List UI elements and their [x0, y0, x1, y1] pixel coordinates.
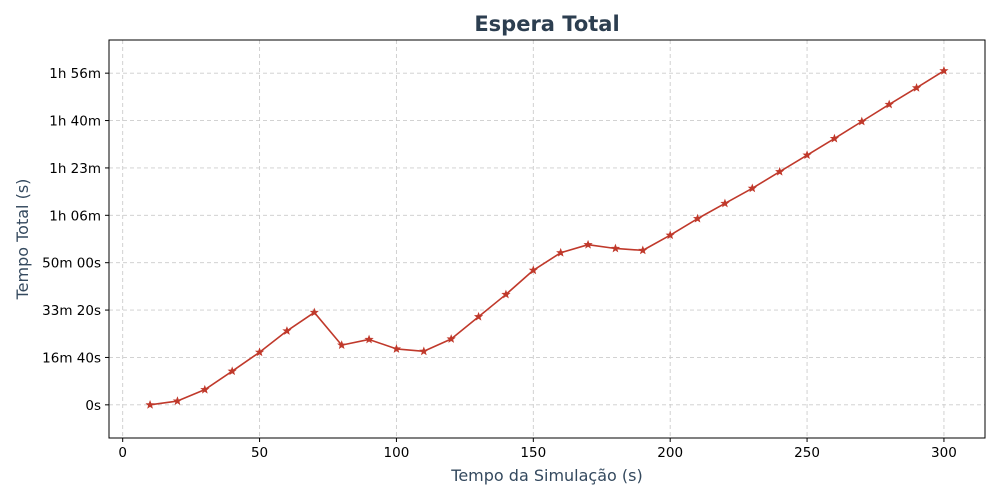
x-tick-label: 250: [794, 445, 820, 461]
data-point-marker: [802, 150, 812, 160]
axis-ticks: 0 50 100 150 200 250 300 0s 16m 40s 33m 20s 50m 00…: [42, 66, 957, 461]
data-point-marker: [556, 247, 566, 257]
series-line: [149, 70, 945, 406]
y-tick-label: 0s: [85, 398, 101, 414]
data-series: [145, 65, 949, 409]
x-tick-label: 0: [118, 445, 127, 461]
data-point-marker: [829, 133, 840, 143]
data-point-marker: [254, 347, 265, 357]
data-point-marker: [638, 245, 648, 255]
x-axis-label: Tempo da Simulação (s): [450, 466, 642, 485]
x-tick-label: 200: [657, 445, 683, 461]
data-point-marker: [884, 99, 894, 109]
data-point-marker: [282, 326, 292, 335]
y-tick-label: 33m 20s: [42, 303, 101, 319]
data-point-marker: [227, 366, 237, 376]
data-point-marker: [720, 198, 730, 208]
data-point-marker: [473, 311, 484, 321]
data-point-marker: [583, 239, 593, 249]
data-point-marker: [145, 399, 155, 409]
y-tick-label: 50m 00s: [42, 256, 101, 272]
y-axis-label: Tempo Total (s): [13, 179, 32, 301]
data-point-marker: [857, 116, 867, 126]
data-point-marker: [747, 183, 757, 193]
plot-frame: [108, 39, 986, 439]
data-point-marker: [665, 230, 675, 240]
x-tick-label: 300: [931, 445, 957, 461]
data-point-marker: [528, 265, 538, 275]
y-tick-label: 1h 56m: [49, 66, 101, 82]
data-point-marker: [364, 334, 374, 344]
chart-title: Espera Total: [474, 12, 619, 36]
data-point-marker: [172, 396, 183, 405]
x-tick-label: 50: [251, 445, 268, 461]
data-point-marker: [309, 307, 319, 317]
data-point-marker: [692, 213, 703, 223]
data-point-marker: [610, 243, 621, 253]
data-point-marker: [939, 65, 949, 75]
data-point-marker: [911, 83, 922, 92]
x-tick-label: 100: [384, 445, 410, 461]
y-tick-label: 1h 23m: [49, 161, 101, 177]
y-tick-label: 16m 40s: [42, 350, 101, 366]
data-point-marker: [446, 334, 456, 343]
data-point-marker: [337, 340, 347, 350]
grid-lines: [109, 40, 985, 438]
data-point-marker: [775, 166, 785, 176]
x-tick-label: 150: [520, 445, 546, 461]
data-point-marker: [391, 344, 402, 353]
data-point-marker: [200, 384, 210, 394]
y-tick-label: 1h 40m: [49, 114, 101, 130]
data-point-marker: [501, 289, 511, 299]
y-tick-label: 1h 06m: [49, 208, 101, 224]
data-point-marker: [419, 346, 429, 356]
